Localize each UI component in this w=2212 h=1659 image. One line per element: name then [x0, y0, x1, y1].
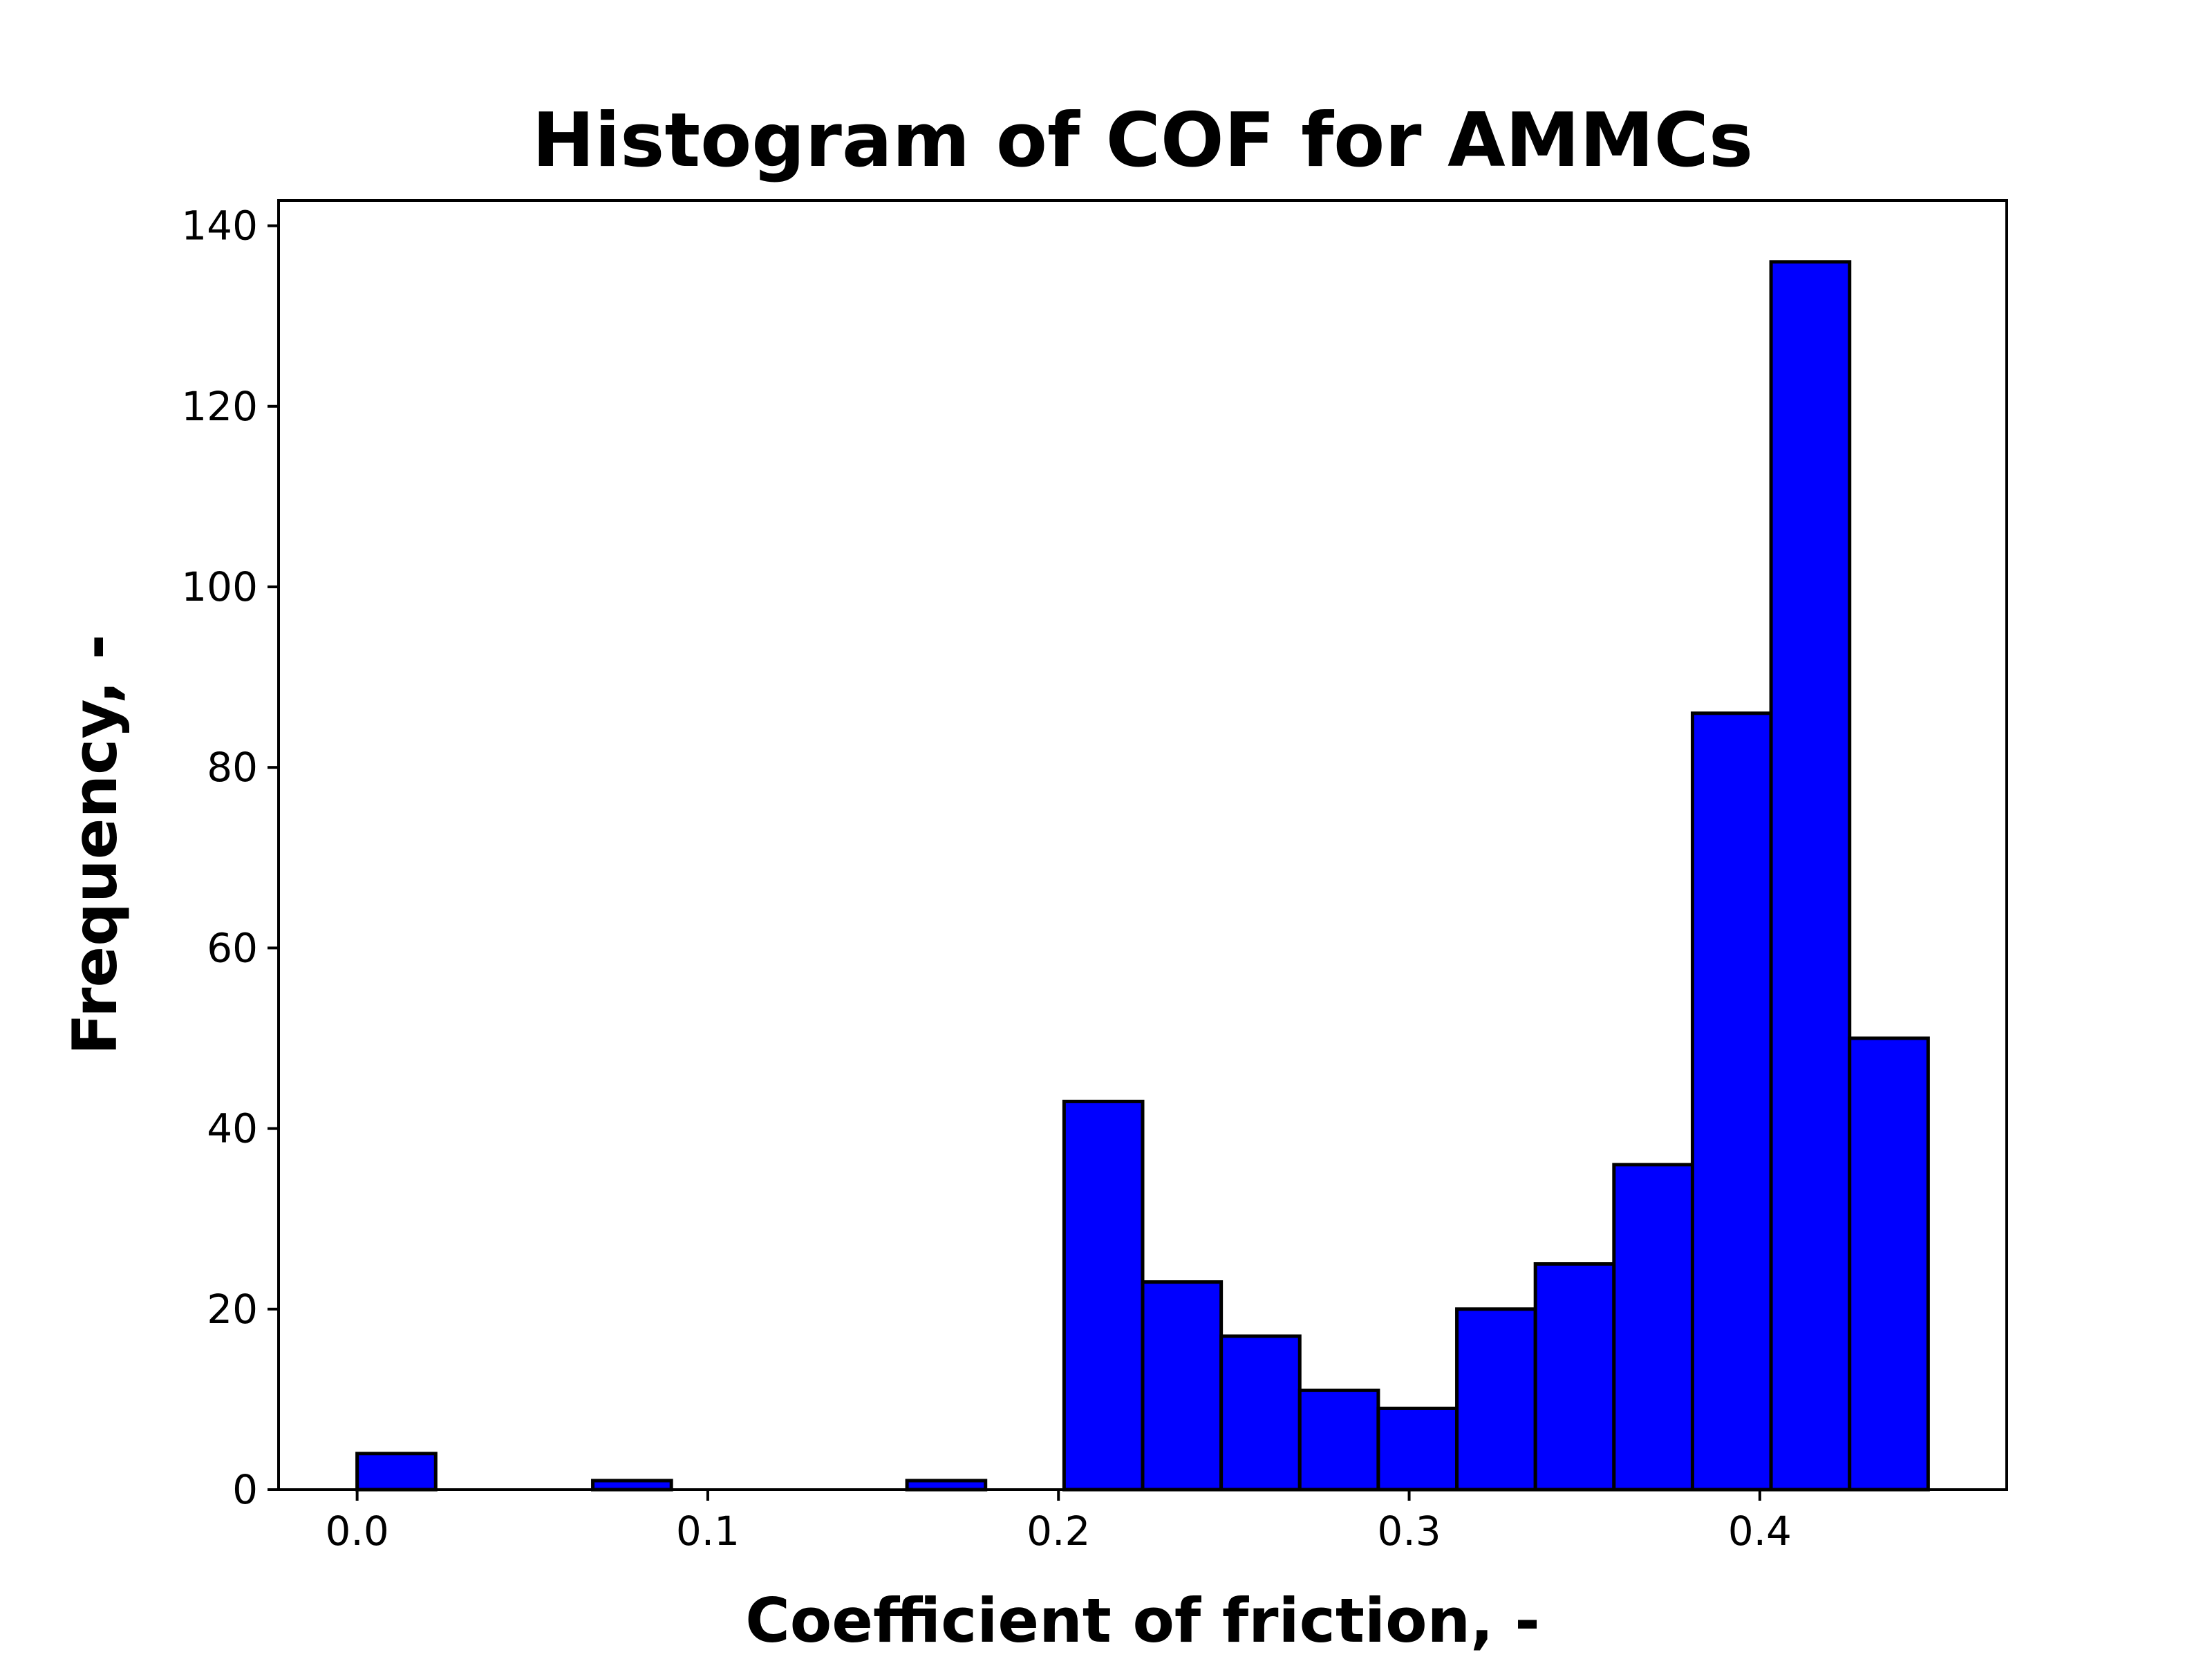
histogram-bar-0 [355, 1452, 438, 1492]
x-tick-label: 0.4 [1728, 1508, 1792, 1555]
x-tick-label: 0.1 [676, 1508, 740, 1555]
x-tick-label: 0.2 [1027, 1508, 1090, 1555]
histogram-bar-13 [1376, 1406, 1459, 1492]
y-tick-label: 80 [207, 744, 258, 791]
histogram-bar-12 [1297, 1388, 1380, 1492]
bars-group [355, 260, 1930, 1492]
x-axis-ticks: 0.0 0.1 0.2 0.3 0.4 [326, 1490, 1792, 1555]
chart-title: Histogram of COF for AMMCs [532, 97, 1753, 184]
histogram-bar-17 [1690, 711, 1773, 1492]
histogram-bar-18 [1769, 260, 1852, 1492]
y-axis-ticks: 0 20 40 60 80 100 120 140 [181, 203, 279, 1513]
y-tick-label: 120 [181, 383, 258, 430]
y-tick-label: 60 [207, 924, 258, 971]
histogram-bar-15 [1533, 1262, 1616, 1492]
histogram-bar-9 [1062, 1099, 1145, 1492]
y-tick-label: 140 [181, 203, 258, 250]
histogram-bar-11 [1219, 1334, 1302, 1492]
x-axis-label: Coefficient of friction, - [745, 1585, 1540, 1656]
y-tick-label: 20 [207, 1286, 258, 1333]
histogram-bar-10 [1141, 1280, 1224, 1492]
x-tick-label: 0.3 [1377, 1508, 1441, 1555]
y-tick-label: 40 [207, 1105, 258, 1152]
y-axis-label: Frequency, - [59, 635, 131, 1056]
histogram-bar-16 [1612, 1163, 1694, 1492]
histogram-bar-19 [1848, 1036, 1930, 1492]
x-tick-label: 0.0 [326, 1508, 389, 1555]
y-tick-label: 100 [181, 563, 258, 610]
plot-frame [277, 199, 2008, 1491]
y-tick-label: 0 [232, 1466, 258, 1513]
histogram-bar-14 [1455, 1307, 1537, 1492]
